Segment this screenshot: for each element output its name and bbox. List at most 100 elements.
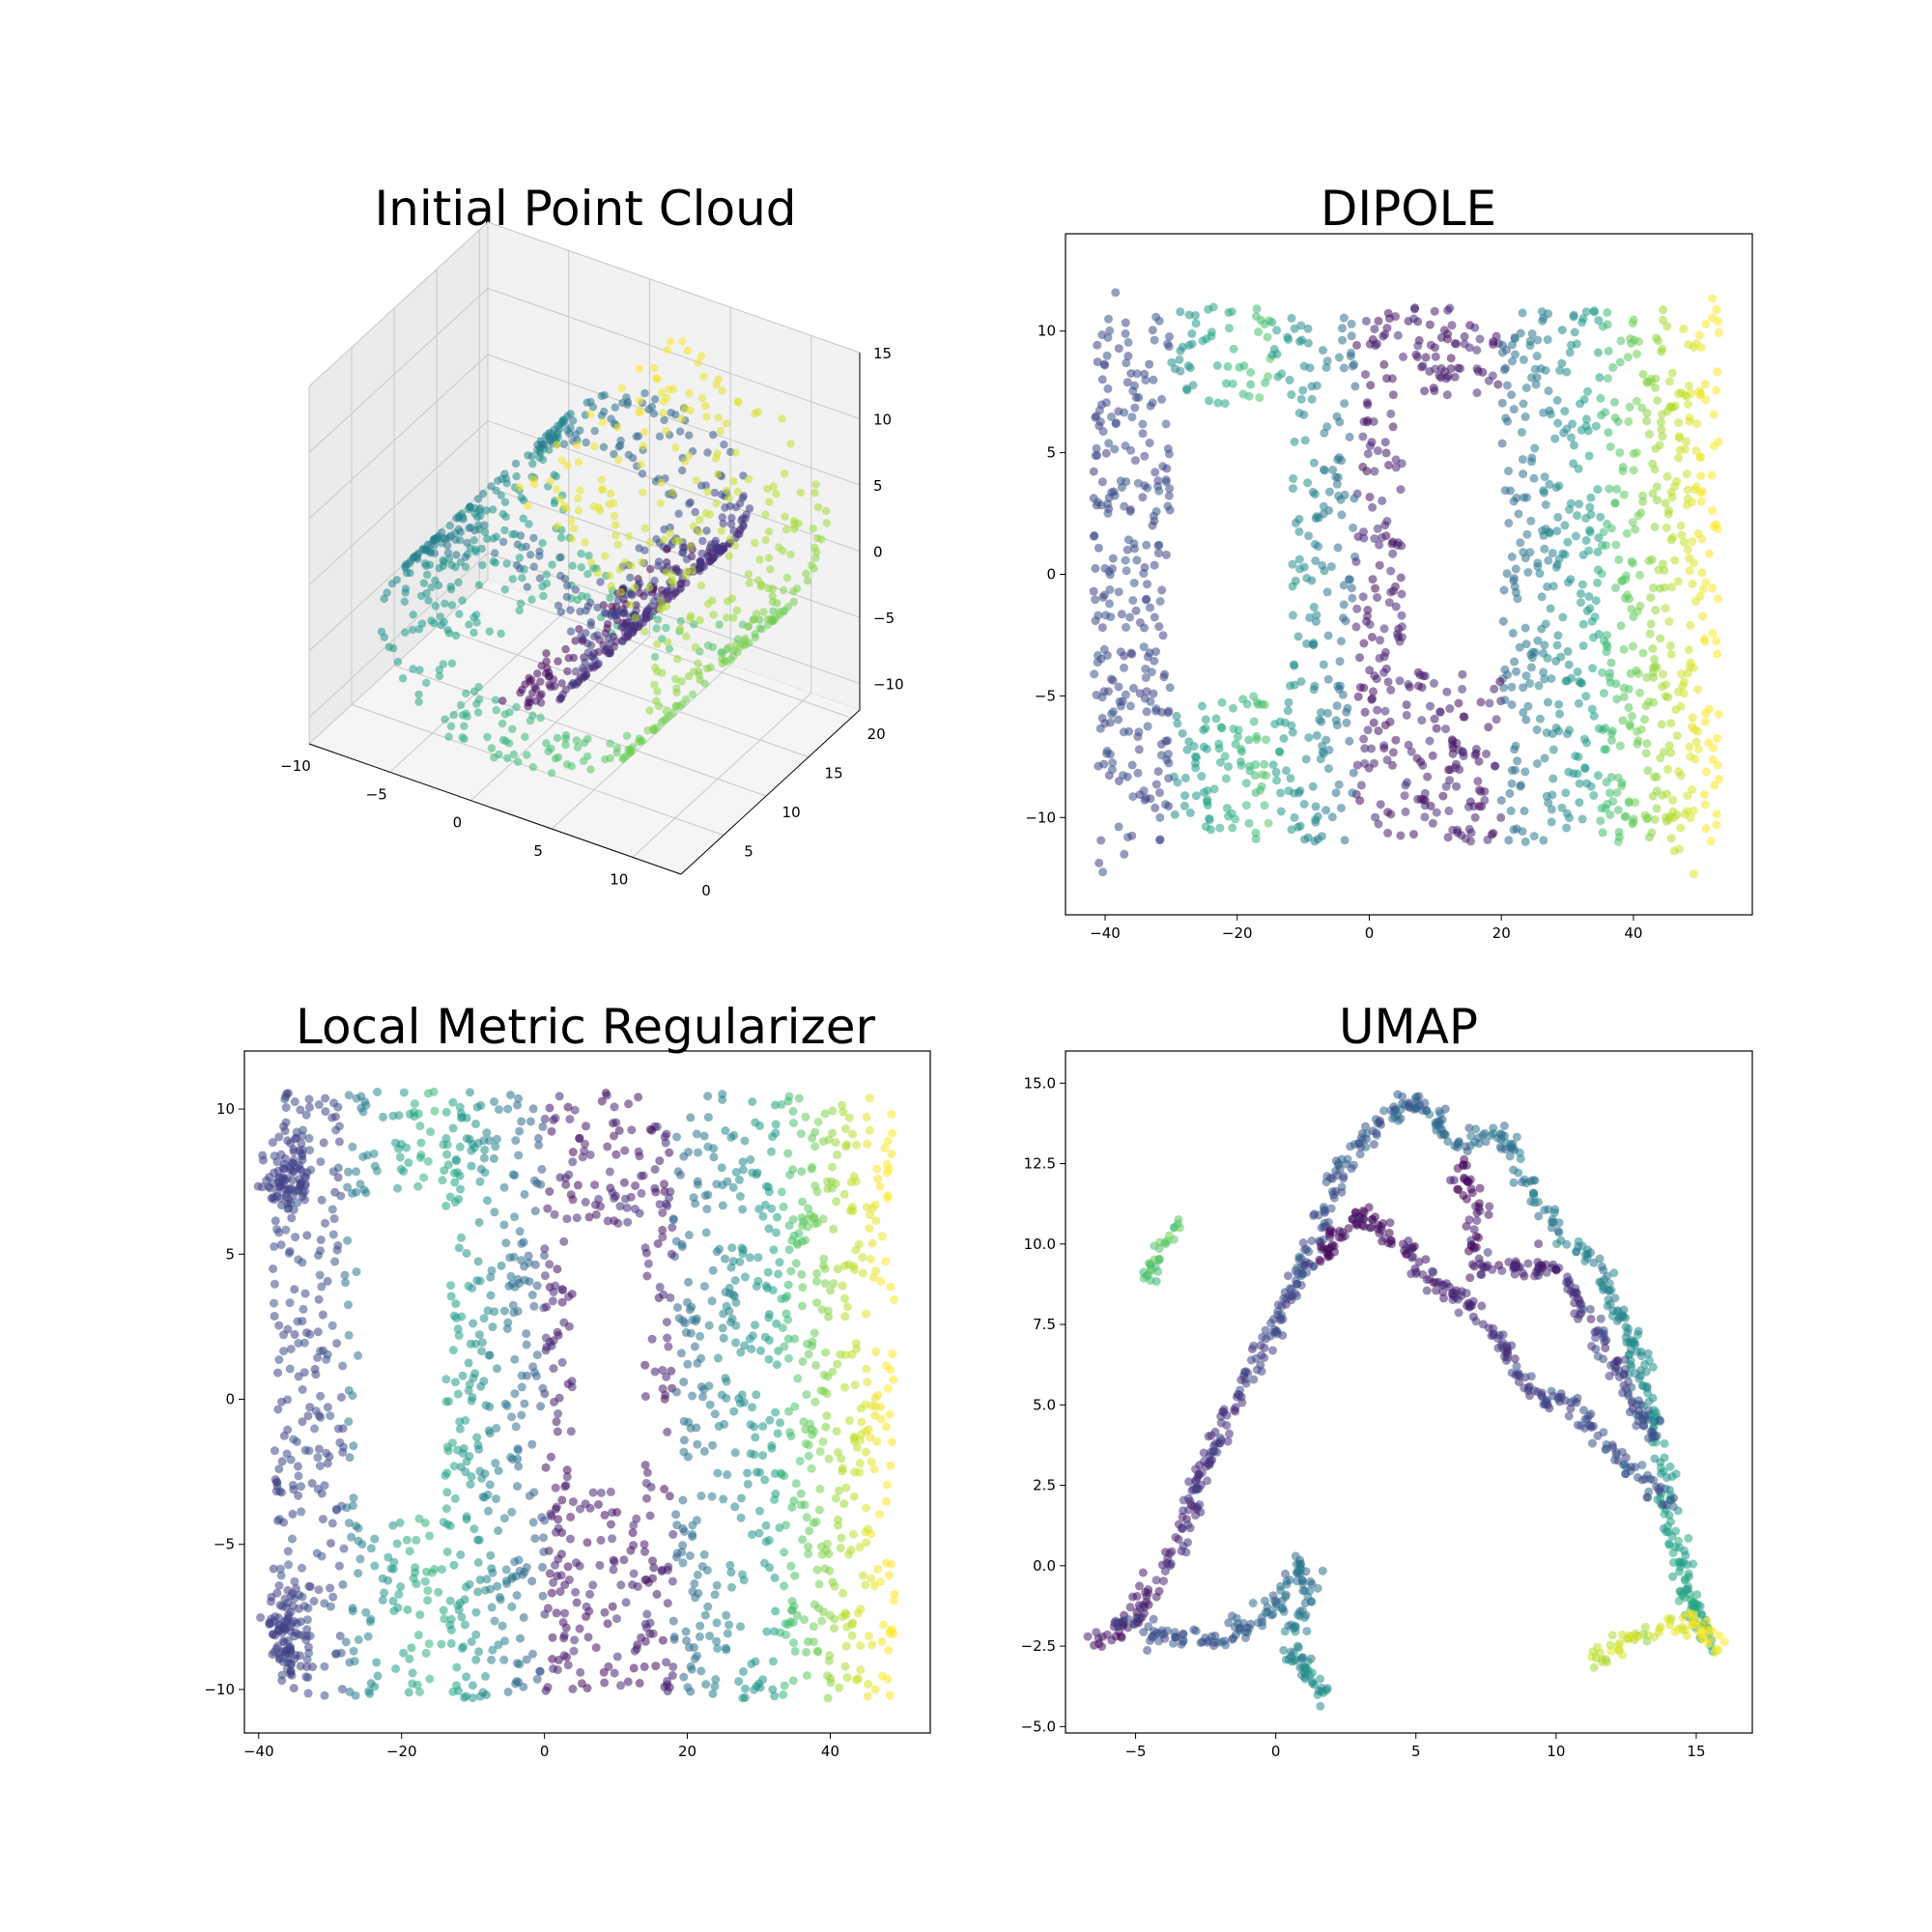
data-point <box>835 1683 844 1692</box>
data-point <box>1121 328 1130 338</box>
data-point <box>536 713 545 723</box>
data-point <box>313 1327 323 1337</box>
data-point <box>1122 358 1131 368</box>
data-point <box>740 1136 750 1146</box>
data-point <box>823 1184 833 1194</box>
data-point <box>764 584 773 593</box>
data-point <box>768 592 777 601</box>
data-point <box>1365 493 1375 501</box>
data-point <box>1116 701 1125 711</box>
data-point <box>750 1685 759 1694</box>
data-point <box>1582 606 1592 615</box>
data-point <box>349 1646 358 1656</box>
data-point <box>739 1666 748 1676</box>
data-point <box>277 1457 287 1466</box>
data-point <box>874 1510 884 1519</box>
data-point <box>1682 469 1691 479</box>
data-point <box>1428 751 1437 760</box>
data-point <box>1314 513 1323 523</box>
data-point <box>1396 573 1406 582</box>
data-point <box>1094 543 1103 553</box>
data-point <box>711 454 721 463</box>
data-point <box>834 1515 842 1524</box>
data-point <box>616 588 625 597</box>
data-point <box>1553 512 1563 522</box>
data-point <box>820 1264 830 1273</box>
data-point <box>721 1254 729 1264</box>
data-point <box>1128 596 1138 605</box>
data-point <box>474 1330 484 1340</box>
data-point <box>1660 582 1669 592</box>
data-point <box>1492 715 1501 724</box>
data-point <box>1600 745 1609 754</box>
data-point <box>652 696 661 705</box>
data-point <box>1525 548 1535 557</box>
data-point <box>751 538 759 548</box>
data-point <box>320 1599 329 1608</box>
data-point <box>1119 771 1127 781</box>
data-point <box>1334 353 1344 362</box>
data-point <box>864 1425 873 1435</box>
data-point <box>683 1359 693 1369</box>
data-point <box>862 1364 871 1374</box>
data-point <box>803 1339 812 1349</box>
data-point <box>1585 527 1595 537</box>
data-point <box>283 1199 293 1208</box>
data-point <box>833 1150 842 1159</box>
data-point <box>1420 386 1430 396</box>
data-point <box>1652 482 1662 492</box>
data-point <box>1510 334 1520 344</box>
data-point <box>1473 366 1483 376</box>
data-point <box>1153 767 1163 777</box>
data-point <box>1299 361 1309 371</box>
data-point <box>1539 486 1548 496</box>
data-point <box>716 427 724 436</box>
data-point <box>774 1347 783 1355</box>
data-point <box>597 391 606 401</box>
data-point <box>613 540 622 549</box>
data-point <box>1623 590 1633 600</box>
data-point <box>510 1354 520 1364</box>
data-point <box>599 601 608 610</box>
data-point <box>1544 309 1553 319</box>
data-point <box>844 1549 854 1559</box>
data-point <box>883 1136 893 1146</box>
data-point <box>1487 830 1496 839</box>
data-point <box>1548 549 1557 558</box>
data-point <box>772 1228 781 1237</box>
data-point <box>747 1345 756 1353</box>
data-point <box>1564 660 1574 669</box>
data-point <box>1138 493 1148 502</box>
data-point <box>317 1282 327 1292</box>
data-point <box>1505 788 1515 798</box>
data-point <box>500 1399 510 1408</box>
data-point <box>1664 617 1674 626</box>
grid-line <box>351 704 724 836</box>
data-point <box>1522 529 1532 539</box>
data-point <box>1535 714 1545 724</box>
data-point <box>540 1114 550 1123</box>
data-point <box>777 1100 786 1109</box>
data-point <box>650 1183 660 1193</box>
data-point <box>681 1328 691 1337</box>
data-point <box>780 1548 789 1557</box>
data-point <box>423 570 432 580</box>
data-point <box>1163 708 1173 718</box>
data-point <box>1307 394 1317 404</box>
data-point <box>665 1148 674 1157</box>
data-point <box>788 1676 798 1686</box>
data-point <box>786 1266 796 1276</box>
data-point <box>273 1368 283 1378</box>
data-point <box>427 582 436 592</box>
data-point <box>1708 506 1717 516</box>
data-point <box>1211 714 1221 724</box>
data-point <box>1497 439 1507 448</box>
data-point <box>728 613 738 622</box>
data-point <box>563 1102 573 1112</box>
data-point <box>561 1481 571 1491</box>
data-point <box>804 1542 813 1551</box>
data-point <box>454 1605 464 1615</box>
data-point <box>1584 592 1594 601</box>
data-point <box>412 1535 421 1545</box>
data-point <box>369 1149 379 1158</box>
